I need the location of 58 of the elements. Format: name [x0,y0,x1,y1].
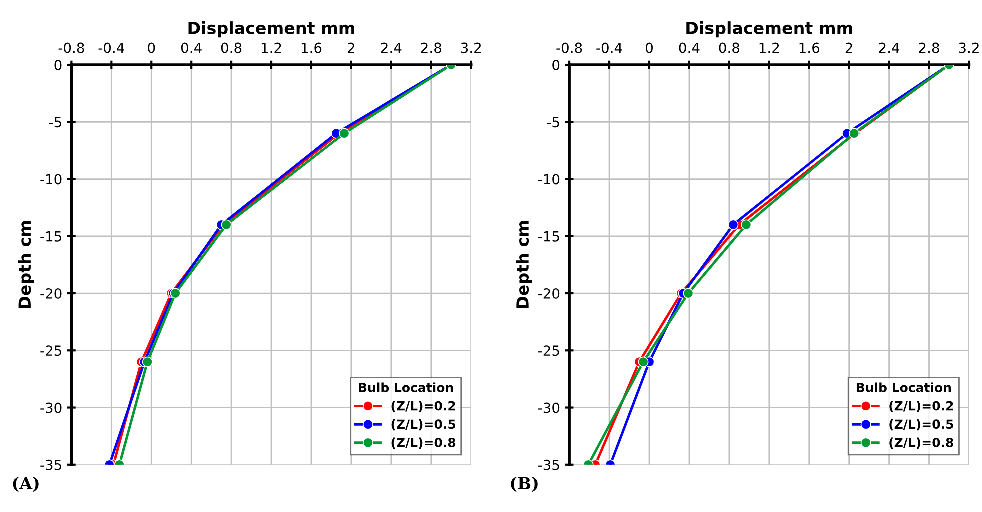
legend-label: (Z/L)=0.2 [392,401,456,412]
point [741,220,752,230]
point [683,288,694,299]
x-tick-label: 0 [646,42,653,54]
x-tick-label: 3.2 [461,42,482,54]
y-axis-title: Depth cm [18,221,34,308]
point [221,220,232,230]
y-tick-label: 0 [552,60,560,70]
y-tick-label: 0 [54,60,62,70]
y-tick-label: -25 [40,346,62,356]
x-tick-label: 0.4 [181,42,202,54]
legend-title: Bulb Location [359,382,454,392]
x-tick-label: 2 [348,42,354,54]
y-tick-label: -10 [40,174,62,185]
x-tick-label: -0.4 [98,42,124,54]
legend-label: (Z/L)=0.8 [890,438,954,449]
x-tick-label: 1.2 [262,42,282,54]
y-tick-label: -30 [40,402,62,414]
text: (B) [511,476,538,492]
y-tick-label: -10 [538,174,560,185]
y-tick-label: -15 [40,232,62,242]
y-tick-label: -5 [547,117,560,128]
y-axis-title: Depth cm [516,221,532,308]
x-tick-label: 1.6 [800,42,820,54]
legend-label: (Z/L)=0.8 [392,438,456,449]
y-tick-label: -15 [538,232,560,242]
legend-label: (Z/L)=0.2 [890,401,954,412]
x-tick-label: 2.8 [421,42,442,54]
x-tick-label: 0.4 [679,42,700,54]
text: (A) [13,476,39,492]
y-tick-label: -35 [40,460,62,470]
x-tick-label: 0.8 [719,42,740,54]
y-tick-label: -20 [538,288,560,299]
x-axis-title: Displacement mm [188,22,354,38]
x-tick-label: 2.8 [919,42,940,54]
x-tick-label: 2.4 [879,42,900,54]
x-tick-label: 2.4 [381,42,402,54]
x-tick-label: 1.6 [302,42,322,54]
legend-title: Bulb Location [856,382,952,392]
x-tick-label: 2 [846,42,852,54]
y-tick-label: -20 [40,288,62,299]
x-tick-label: 0 [148,42,156,54]
y-tick-label: -35 [538,460,560,470]
x-tick-label: 1.2 [760,42,780,54]
y-tick-label: -5 [49,117,62,128]
x-tick-label: -0.8 [556,42,582,54]
x-tick-label: 3.2 [959,42,979,54]
point [142,356,153,368]
y-tick-label: -30 [538,402,560,414]
point [638,356,649,368]
legend-label: (Z/L)=0.5 [392,419,456,431]
x-tick-label: 0.8 [221,42,242,54]
x-axis-title: Displacement mm [686,22,852,38]
y-tick-label: -25 [538,346,560,356]
point [728,220,739,230]
legend-label: (Z/L)=0.5 [890,419,954,431]
x-tick-label: -0.8 [58,42,84,54]
x-tick-label: -0.4 [596,42,622,54]
